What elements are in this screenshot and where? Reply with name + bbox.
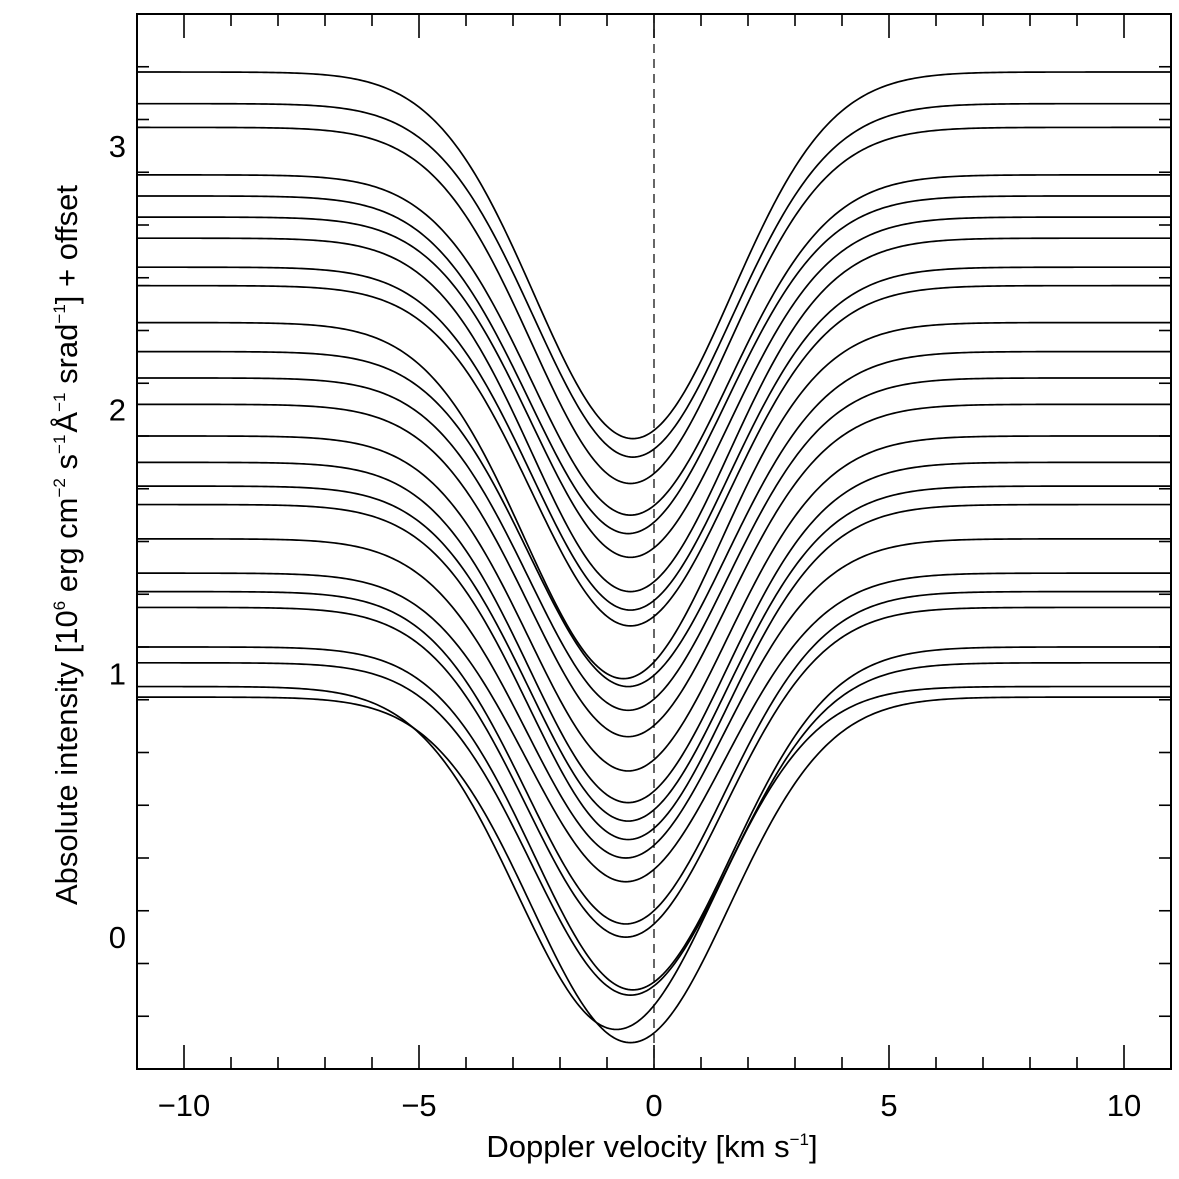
profile-line-12	[137, 377, 1171, 712]
profile-line-7	[137, 237, 1171, 593]
y-tick-label: 1	[109, 656, 126, 691]
x-tick-label: −5	[401, 1088, 436, 1123]
y-tick-label: 2	[109, 393, 126, 428]
x-tick-label: −10	[158, 1088, 211, 1123]
profile-line-5	[137, 195, 1171, 535]
profile-line-4	[137, 174, 1171, 516]
profile-lines	[137, 14, 1171, 1069]
x-tick-label: 0	[645, 1088, 662, 1123]
x-axis-title: Doppler velocity [km s−1]	[486, 1129, 817, 1164]
x-tick-label: 5	[880, 1088, 897, 1123]
profile-line-1	[137, 71, 1171, 440]
y-tick-label: 3	[109, 129, 126, 164]
profile-line-25	[137, 696, 1171, 1044]
profile-line-20	[137, 590, 1171, 925]
profile-line-15	[137, 461, 1171, 804]
axis-ticks	[136, 13, 1172, 1070]
x-tick-label: 10	[1107, 1088, 1141, 1123]
x-tick-labels: −10 −5 0 5 10	[158, 1088, 1142, 1123]
y-tick-labels: 0 1 2 3	[109, 129, 126, 955]
y-tick-label: 0	[109, 920, 126, 955]
profile-line-3	[137, 126, 1171, 485]
profile-line-21	[137, 606, 1171, 938]
profile-line-14	[137, 435, 1171, 772]
profile-line-23	[137, 661, 1171, 997]
y-axis-title: Absolute intensity [106 erg cm−2 s−1Å−1 …	[49, 185, 84, 905]
